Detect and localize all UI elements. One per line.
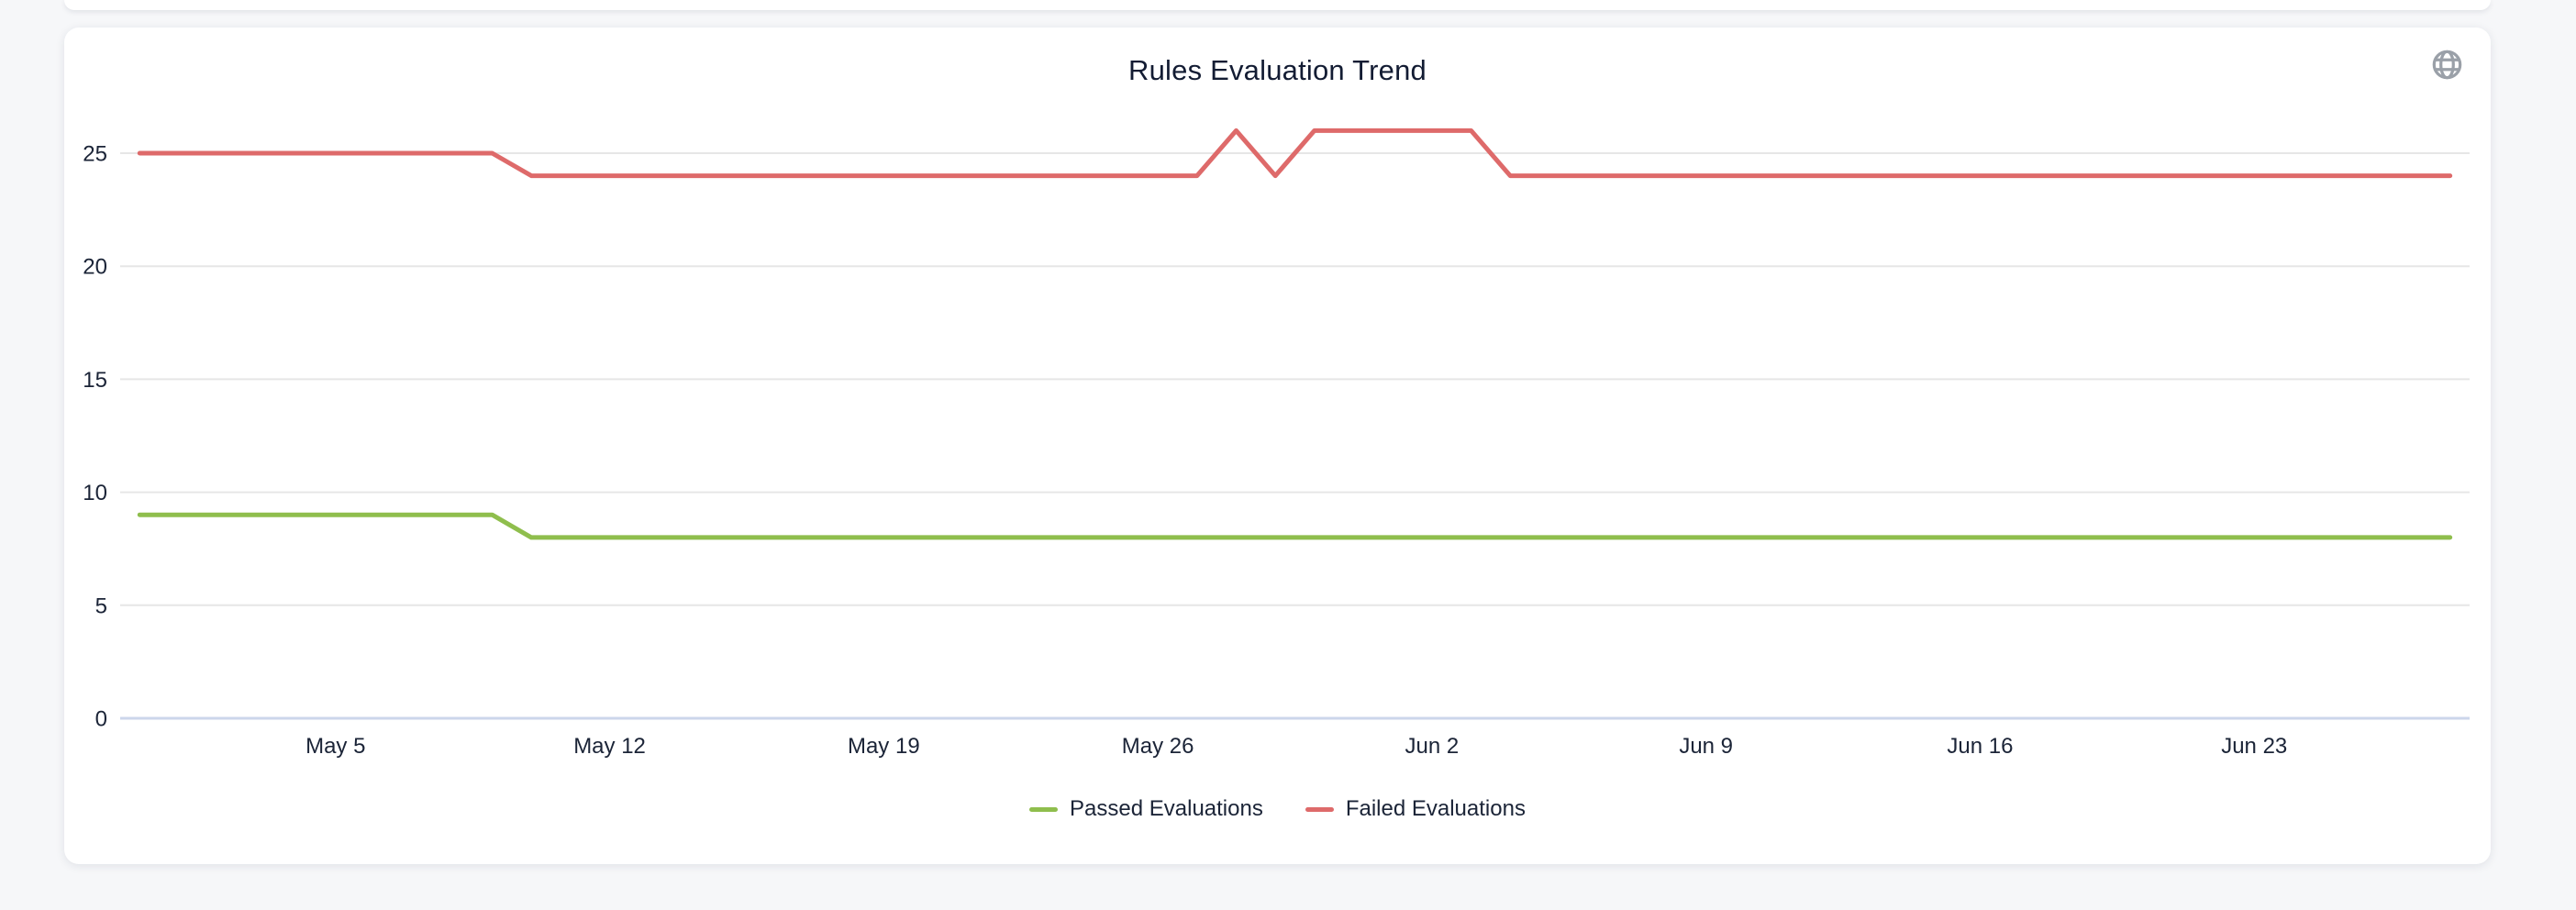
svg-text:20: 20 <box>83 255 107 280</box>
svg-text:10: 10 <box>83 481 107 505</box>
legend-item-passed-evaluations[interactable]: Passed Evaluations <box>1029 796 1263 822</box>
svg-text:May 19: May 19 <box>848 734 920 759</box>
svg-text:Jun 16: Jun 16 <box>1947 734 2013 759</box>
svg-text:15: 15 <box>83 368 107 393</box>
legend-label: Passed Evaluations <box>1070 796 1263 821</box>
rules-evaluation-trend-card: Rules Evaluation Trend 0 5 10 15 20 25 May 5 Ma… <box>64 28 2491 864</box>
legend-label: Failed Evaluations <box>1345 796 1526 821</box>
legend-marker <box>1305 806 1334 812</box>
svg-text:5: 5 <box>95 594 107 618</box>
previous-card-edge <box>64 0 2491 10</box>
svg-text:25: 25 <box>83 142 107 167</box>
chart-legend: Passed Evaluations Failed Evaluations <box>64 796 2491 822</box>
svg-text:May 26: May 26 <box>1122 734 1194 759</box>
chart-title: Rules Evaluation Trend <box>1128 54 1427 86</box>
legend-marker <box>1029 806 1059 812</box>
svg-text:May 12: May 12 <box>573 734 646 759</box>
svg-text:Jun 2: Jun 2 <box>1405 734 1460 759</box>
globe-icon <box>2430 48 2464 82</box>
globe-button[interactable] <box>2428 46 2465 83</box>
legend-item-failed-evaluations[interactable]: Failed Evaluations <box>1305 796 1526 822</box>
svg-text:May 5: May 5 <box>305 734 365 759</box>
svg-text:0: 0 <box>95 707 107 732</box>
svg-text:Jun 9: Jun 9 <box>1679 734 1733 759</box>
chart-svg: 0 5 10 15 20 25 May 5 May 12 May 19 May 26 Jun 2 Ju… <box>83 128 2470 759</box>
svg-text:Jun 23: Jun 23 <box>2221 734 2287 759</box>
